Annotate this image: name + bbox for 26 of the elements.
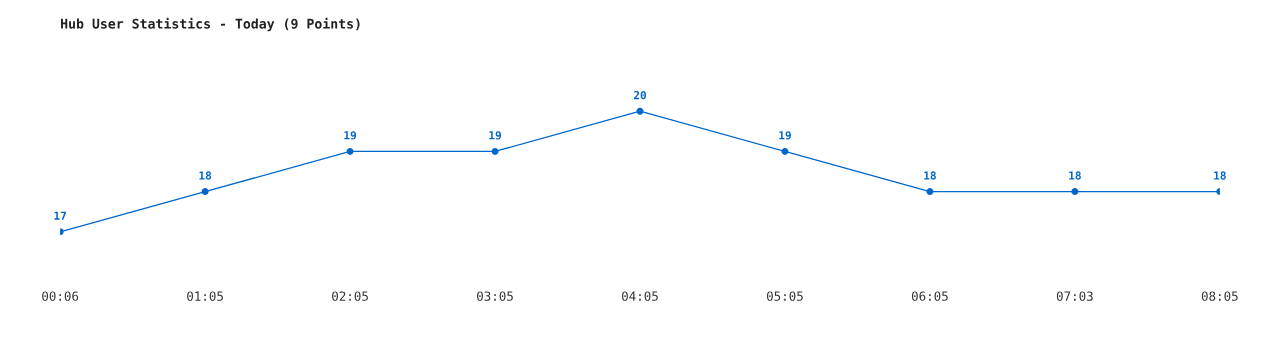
x-tick-label: 04:05 bbox=[622, 291, 658, 301]
x-tick-label: 07:03 bbox=[1056, 291, 1093, 301]
point bbox=[491, 147, 499, 155]
point bbox=[201, 188, 209, 196]
data-label: 19 bbox=[344, 131, 357, 140]
x-tick-label: 01:05 bbox=[187, 291, 223, 301]
x-tick-label: 00:06 bbox=[42, 291, 79, 301]
point bbox=[781, 147, 789, 155]
point bbox=[926, 188, 934, 196]
x-tick-label: 02:05 bbox=[332, 291, 368, 301]
data-label: 18 bbox=[1214, 171, 1226, 180]
data-label: 19 bbox=[779, 131, 791, 140]
data-label: 18 bbox=[199, 171, 212, 180]
data-label: 17 bbox=[54, 211, 67, 220]
x-tick-label: 08:05 bbox=[1201, 291, 1238, 301]
chart-title: Hub User Statistics - Today (9 Points) bbox=[61, 17, 360, 32]
x-tick-label: 03:05 bbox=[477, 291, 513, 301]
data-label: 18 bbox=[924, 171, 936, 180]
x-tick-label: 06:05 bbox=[911, 291, 948, 301]
point bbox=[1071, 188, 1079, 196]
data-label: 20 bbox=[633, 90, 647, 100]
point bbox=[636, 107, 644, 115]
x-tick-label: 05:05 bbox=[766, 291, 803, 301]
point bbox=[346, 147, 354, 155]
data-label: 19 bbox=[489, 131, 502, 140]
data-label: 18 bbox=[1069, 171, 1081, 180]
